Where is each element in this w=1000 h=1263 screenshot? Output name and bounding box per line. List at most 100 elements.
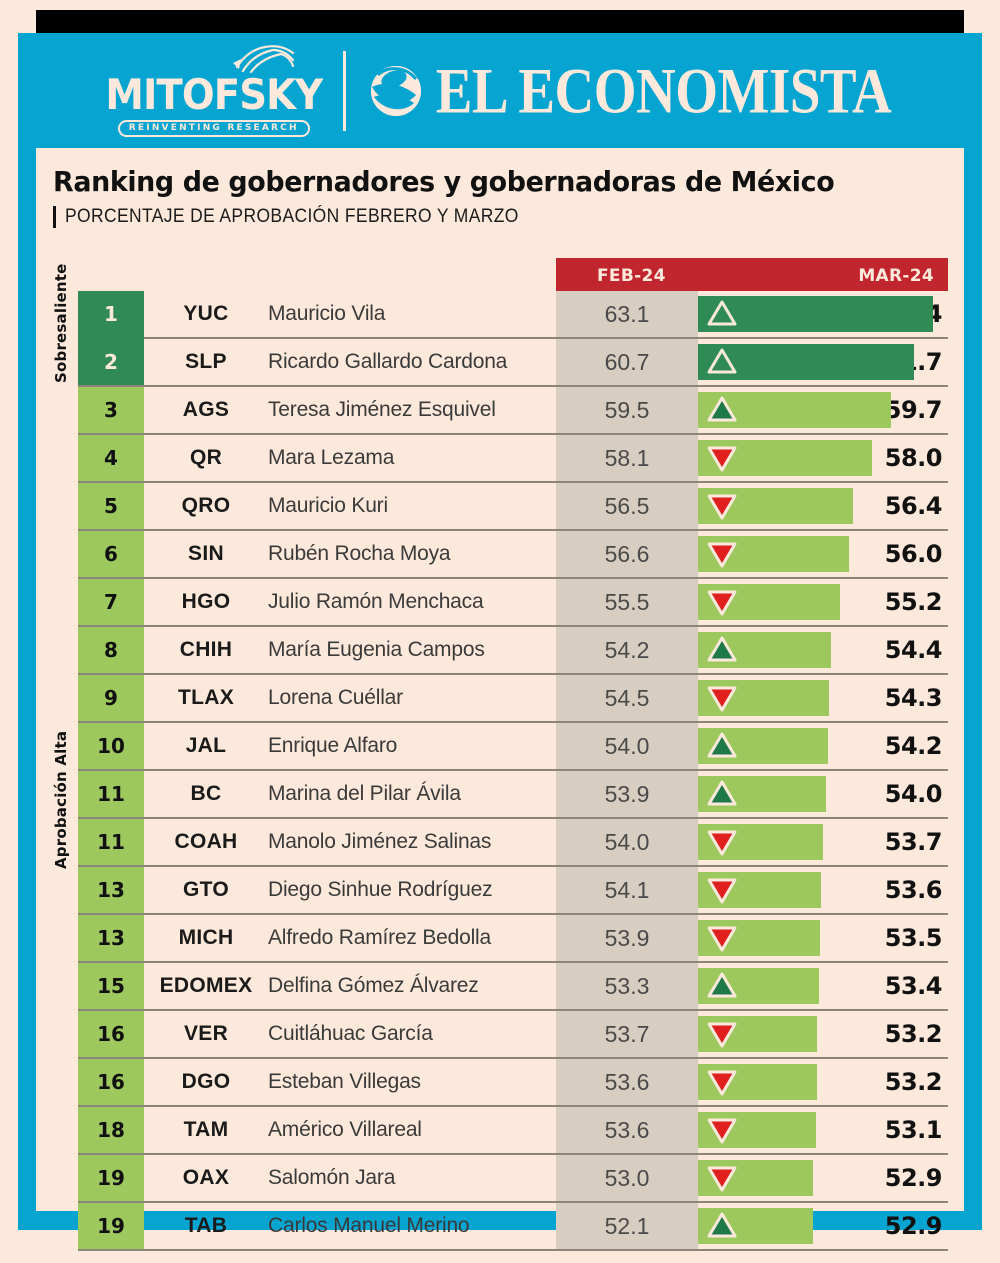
masthead: MITOFSKY REINVENTING RESEARCH EL ECONOMI… — [18, 33, 982, 148]
state-cell: QRO — [144, 483, 268, 529]
feb-value: 53.6 — [604, 1068, 650, 1095]
table-row[interactable]: 8 CHIH María Eugenia Campos 54.2 54.4 — [78, 627, 948, 675]
feb-value: 60.7 — [604, 348, 650, 375]
table-row[interactable]: 3 AGS Teresa Jiménez Esquivel 59.5 59.7 — [78, 387, 948, 435]
table-row[interactable]: 16 VER Cuitláhuac García 53.7 53.2 — [78, 1011, 948, 1059]
eagle-icon — [232, 44, 294, 73]
feb-value: 54.1 — [604, 876, 650, 903]
governor-cell: Teresa Jiménez Esquivel — [268, 387, 556, 433]
triangle-up-icon — [706, 779, 738, 809]
mitofsky-tagline: REINVENTING RESEARCH — [117, 119, 310, 137]
governor-cell: Julio Ramón Menchaca — [268, 579, 556, 625]
approval-bar — [698, 776, 826, 812]
mar-value: 53.2 — [884, 1068, 943, 1096]
feb-value: 53.0 — [604, 1164, 650, 1191]
mar-value-cell: 52.9 — [834, 1203, 948, 1249]
bar-cell — [698, 339, 914, 385]
governor-cell: Salomón Jara — [268, 1155, 556, 1201]
table-row[interactable]: 13 GTO Diego Sinhue Rodríguez 54.1 53.6 — [78, 867, 948, 915]
mar-value: 58.0 — [884, 444, 943, 472]
mar-value-cell: 53.7 — [834, 819, 948, 865]
rank-cell: 2 — [78, 339, 144, 385]
state-cell: CHIH — [144, 627, 268, 673]
table-row[interactable]: 19 OAX Salomón Jara 53.0 52.9 — [78, 1155, 948, 1203]
feb-value-cell: 54.5 — [556, 675, 698, 721]
rank-cell: 1 — [78, 291, 144, 339]
rank-cell: 3 — [78, 387, 144, 433]
top-black-strip — [36, 10, 964, 33]
bar-cell — [698, 291, 933, 337]
economista-wordmark: EL ECONOMISTA — [435, 54, 892, 127]
state-abbr: GTO — [182, 878, 230, 901]
feb-value-cell: 52.1 — [556, 1203, 698, 1249]
approval-bar — [698, 1112, 816, 1148]
state-abbr: COAH — [174, 830, 238, 853]
table-row[interactable]: 11 BC Marina del Pilar Ávila 53.9 54.0 — [78, 771, 948, 819]
feb-value-cell: 53.6 — [556, 1059, 698, 1105]
triangle-down-icon — [706, 875, 738, 905]
table-row[interactable]: 18 TAM Américo Villareal 53.6 53.1 — [78, 1107, 948, 1155]
table-row[interactable]: 4 QR Mara Lezama 58.1 58.0 — [78, 435, 948, 483]
governor-name: Esteban Villegas — [268, 1070, 421, 1093]
governor-cell: Mauricio Vila — [268, 291, 556, 337]
rank-value: 3 — [104, 398, 118, 422]
column-header-feb: FEB-24 — [597, 266, 666, 286]
governor-cell: Diego Sinhue Rodríguez — [268, 867, 556, 913]
state-abbr: BC — [190, 782, 222, 805]
governor-name: Enrique Alfaro — [268, 734, 398, 757]
mar-value-cell: 53.6 — [834, 867, 948, 913]
rank-cell: 9 — [78, 675, 144, 721]
table-row[interactable]: 5 QRO Mauricio Kuri 56.5 56.4 — [78, 483, 948, 531]
rank-cell: 16 — [78, 1011, 144, 1057]
table-row[interactable]: 11 COAH Manolo Jiménez Salinas 54.0 53.7 — [78, 819, 948, 867]
state-cell: DGO — [144, 1059, 268, 1105]
table-row[interactable]: 10 JAL Enrique Alfaro 54.0 54.2 — [78, 723, 948, 771]
feb-value-cell: 54.2 — [556, 627, 698, 673]
table-row[interactable]: 15 EDOMEX Delfina Gómez Álvarez 53.3 53.4 — [78, 963, 948, 1011]
state-abbr: MICH — [178, 926, 234, 949]
category-label-aprobacion-alta: Aprobación Alta — [52, 730, 70, 870]
feb-value: 53.7 — [604, 1020, 650, 1047]
rank-cell: 11 — [78, 819, 144, 865]
triangle-up-outline-icon — [706, 347, 738, 377]
state-cell: YUC — [144, 291, 268, 337]
feb-value-cell: 63.1 — [556, 291, 698, 337]
governor-cell: Américo Villareal — [268, 1107, 556, 1153]
approval-bar — [698, 968, 819, 1004]
governor-cell: Mara Lezama — [268, 435, 556, 481]
governor-name: Salomón Jara — [268, 1166, 396, 1189]
approval-bar — [698, 344, 914, 380]
mar-value: 54.3 — [884, 684, 943, 712]
feb-value: 53.9 — [604, 780, 650, 807]
bar-cell — [698, 1059, 834, 1105]
triangle-down-icon — [706, 827, 738, 857]
governor-name: Marina del Pilar Ávila — [268, 782, 461, 805]
state-abbr: SIN — [188, 542, 224, 565]
table-row[interactable]: 9 TLAX Lorena Cuéllar 54.5 54.3 — [78, 675, 948, 723]
mar-value-cell: 53.1 — [834, 1107, 948, 1153]
approval-bar — [698, 1208, 813, 1244]
governor-name: Lorena Cuéllar — [268, 686, 403, 709]
governor-name: Alfredo Ramírez Bedolla — [268, 926, 492, 949]
rank-cell: 11 — [78, 771, 144, 817]
table-row[interactable]: 6 SIN Rubén Rocha Moya 56.6 56.0 — [78, 531, 948, 579]
table-row[interactable]: 16 DGO Esteban Villegas 53.6 53.2 — [78, 1059, 948, 1107]
bar-cell — [698, 579, 840, 625]
table-row[interactable]: 13 MICH Alfredo Ramírez Bedolla 53.9 53.5 — [78, 915, 948, 963]
table-row[interactable]: 7 HGO Julio Ramón Menchaca 55.5 55.2 — [78, 579, 948, 627]
table-row[interactable]: 19 TAB Carlos Manuel Merino 52.1 52.9 — [78, 1203, 948, 1251]
bar-cell — [698, 915, 834, 961]
feb-value: 54.0 — [604, 828, 650, 855]
state-abbr: QRO — [181, 494, 231, 517]
state-cell: AGS — [144, 387, 268, 433]
state-abbr: CHIH — [179, 638, 233, 661]
state-cell: SIN — [144, 531, 268, 577]
rank-value: 2 — [104, 350, 118, 374]
bar-cell — [698, 867, 834, 913]
governor-cell: Delfina Gómez Álvarez — [268, 963, 556, 1009]
rank-cell: 5 — [78, 483, 144, 529]
triangle-down-icon — [706, 539, 738, 569]
